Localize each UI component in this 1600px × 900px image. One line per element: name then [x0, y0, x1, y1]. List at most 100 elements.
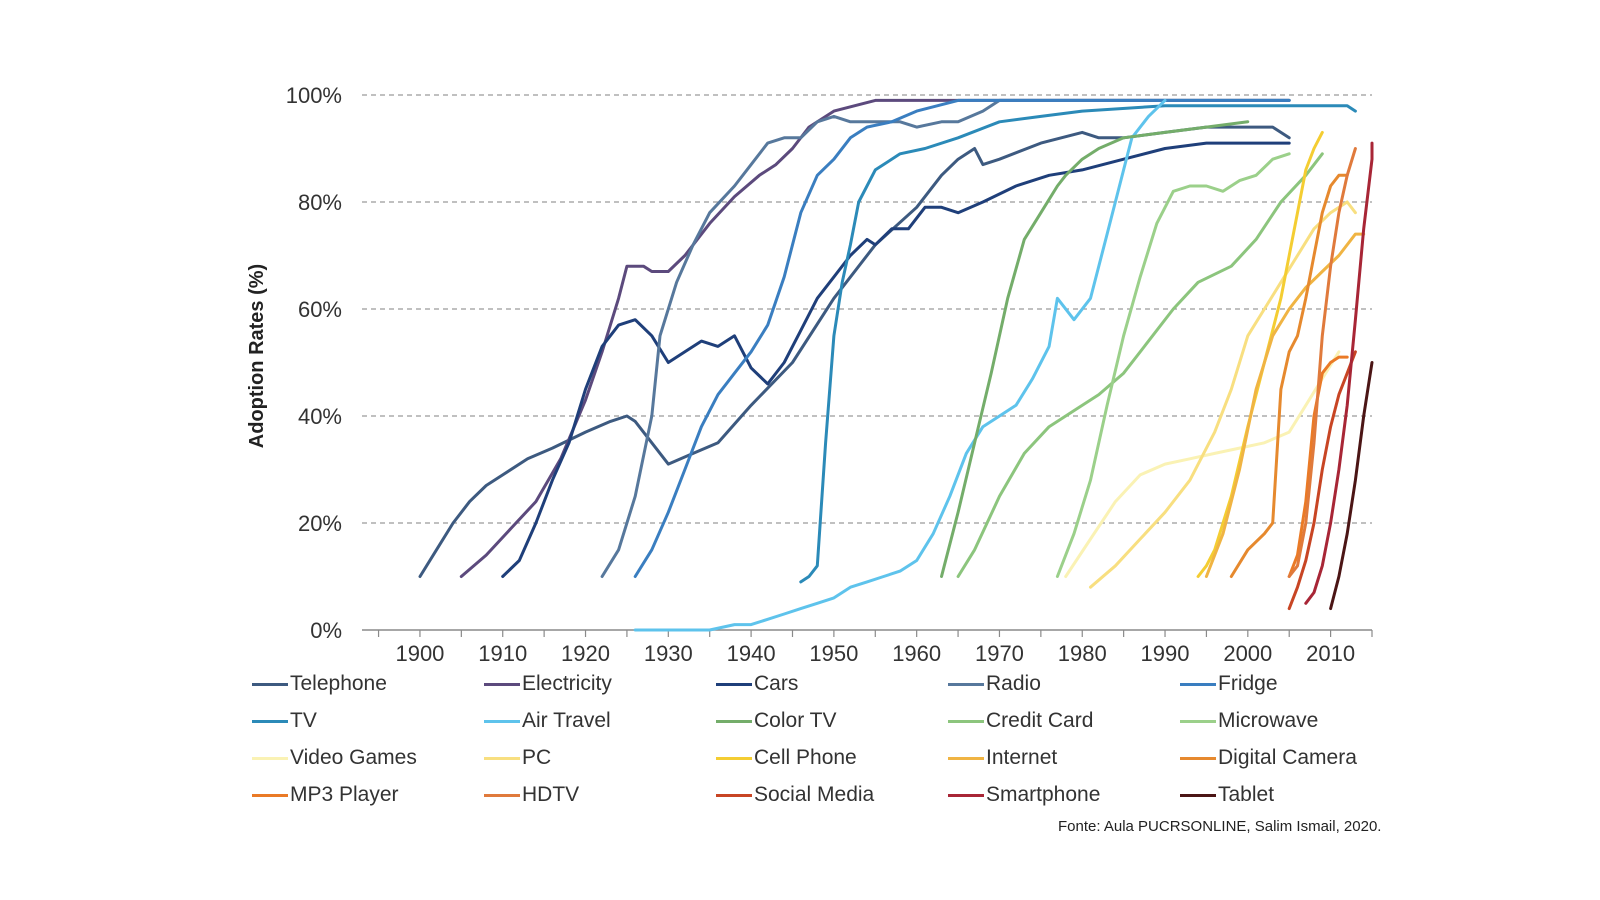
y-tick-label: 60%: [298, 297, 342, 322]
legend-label: Digital Camera: [1218, 746, 1357, 769]
series-line-cell-phone: [1196, 130, 1324, 578]
y-tick-label: 0%: [310, 618, 342, 643]
gridlines: [362, 94, 1372, 524]
legend-item: Microwave: [1180, 709, 1412, 733]
x-tick-label: 1950: [809, 641, 858, 666]
legend-swatch: [948, 793, 984, 797]
legend-item: Electricity: [484, 672, 716, 696]
x-tick-label: 1900: [395, 641, 444, 666]
chart-legend: Telephone Electricity Cars Radio Fridge TV Air…: [252, 672, 1372, 807]
y-tick-label: 20%: [298, 511, 342, 536]
series-line-tv: [799, 104, 1357, 584]
legend-swatch: [716, 682, 752, 686]
legend-item: Digital Camera: [1180, 746, 1412, 770]
series-line-color-tv: [940, 120, 1250, 578]
axes: Adoption Rates (%) 0% 20% 40% 60% 80% 100% 190…: [246, 83, 1373, 666]
legend-label: Credit Card: [986, 709, 1094, 732]
series-line-telephone: [418, 125, 1291, 578]
x-tick-label: 1970: [975, 641, 1024, 666]
series-line-air-travel: [633, 98, 1167, 632]
legend-label: HDTV: [522, 783, 580, 806]
legend-label: Fridge: [1218, 672, 1278, 695]
series-line-smartphone: [1304, 141, 1374, 605]
y-axis-title: Adoption Rates (%): [246, 264, 268, 448]
series-line-internet: [1204, 232, 1366, 578]
series-line-hdtv: [1287, 147, 1357, 578]
legend-item: Fridge: [1180, 672, 1412, 696]
legend-swatch: [484, 756, 520, 760]
legend-swatch: [252, 719, 288, 723]
legend-item: Tablet: [1180, 783, 1412, 807]
legend-label: Microwave: [1218, 709, 1319, 732]
legend-label: PC: [522, 746, 552, 769]
x-tick-label: 1980: [1058, 641, 1107, 666]
series-line-video-games: [1064, 350, 1341, 578]
series-line-credit-card: [956, 152, 1324, 578]
series-line-digital-camera: [1229, 173, 1349, 578]
legend-label: Social Media: [754, 783, 875, 806]
legend-swatch: [948, 756, 984, 760]
legend-item: Radio: [948, 672, 1180, 696]
legend-item: Air Travel: [484, 709, 716, 733]
series-line-social-media: [1287, 350, 1357, 611]
legend-item: Cell Phone: [716, 746, 948, 770]
legend-item: MP3 Player: [252, 783, 484, 807]
legend-swatch: [1180, 719, 1216, 723]
source-note: Fonte: Aula PUCRSONLINE, Salim Ismail, 2…: [1058, 818, 1382, 835]
legend-label: Cell Phone: [754, 746, 857, 769]
legend-label: Telephone: [290, 672, 387, 695]
x-tick-label: 1930: [644, 641, 693, 666]
legend-item: PC: [484, 746, 716, 770]
legend-swatch: [252, 793, 288, 797]
legend-label: Video Games: [290, 746, 417, 769]
series-line-microwave: [1055, 152, 1291, 578]
legend-item: Telephone: [252, 672, 484, 696]
legend-swatch: [484, 793, 520, 797]
series-line-radio: [600, 98, 1291, 578]
y-tick-label: 40%: [298, 404, 342, 429]
x-tick-label: 1910: [478, 641, 527, 666]
series-line-cars: [501, 141, 1291, 578]
legend-swatch: [252, 682, 288, 686]
series-line-tablet: [1329, 361, 1374, 611]
legend-item: Credit Card: [948, 709, 1180, 733]
series-lines: [418, 98, 1374, 632]
legend-swatch: [484, 719, 520, 723]
legend-item: Video Games: [252, 746, 484, 770]
legend-label: TV: [290, 709, 317, 732]
x-tick-label: 1920: [561, 641, 610, 666]
x-tick-label: 1960: [892, 641, 941, 666]
legend-item: Internet: [948, 746, 1180, 770]
legend-label: Air Travel: [522, 709, 611, 732]
legend-label: MP3 Player: [290, 783, 399, 806]
legend-label: Cars: [754, 672, 799, 695]
legend-swatch: [252, 756, 288, 760]
legend-item: Color TV: [716, 709, 948, 733]
series-line-fridge: [633, 98, 1291, 578]
legend-swatch: [1180, 756, 1216, 760]
y-tick-label: 80%: [298, 190, 342, 215]
legend-item: Smartphone: [948, 783, 1180, 807]
x-tick-label: 1940: [727, 641, 776, 666]
legend-label: Electricity: [522, 672, 612, 695]
legend-item: HDTV: [484, 783, 716, 807]
y-tick-label: 100%: [286, 83, 342, 108]
legend-swatch: [484, 682, 520, 686]
legend-label: Radio: [986, 672, 1041, 695]
legend-label: Color TV: [754, 709, 837, 732]
legend-label: Smartphone: [986, 783, 1101, 806]
x-tick-label: 2000: [1223, 641, 1272, 666]
legend-swatch: [716, 793, 752, 797]
legend-item: Social Media: [716, 783, 948, 807]
legend-swatch: [716, 719, 752, 723]
legend-label: Tablet: [1218, 783, 1275, 806]
series-line-pc: [1089, 200, 1357, 589]
x-tick-label: 1990: [1141, 641, 1190, 666]
legend-swatch: [948, 682, 984, 686]
legend-item: Cars: [716, 672, 948, 696]
legend-swatch: [1180, 793, 1216, 797]
legend-swatch: [716, 756, 752, 760]
legend-item: TV: [252, 709, 484, 733]
x-tick-label: 2010: [1306, 641, 1355, 666]
